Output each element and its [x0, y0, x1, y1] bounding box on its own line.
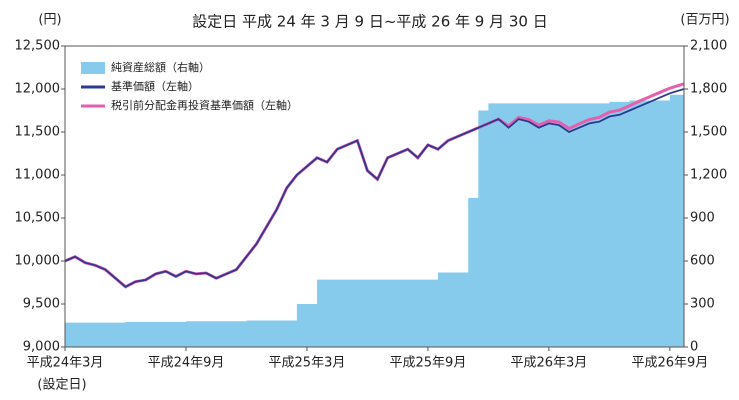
- y2-tick-label: 1,500: [690, 125, 727, 140]
- y2-tick-label: 1,800: [690, 82, 727, 97]
- area: [65, 93, 684, 347]
- plot-frame: [64, 45, 685, 348]
- y-tick-label: 10,500: [15, 211, 61, 226]
- y-tick-label: 9,500: [23, 297, 60, 312]
- y-tick-label: 11,500: [15, 125, 61, 140]
- x-tick-label: 平成24年9月: [148, 356, 225, 371]
- x-tick-label: 平成26年3月: [510, 356, 587, 371]
- x-tick-label: 平成24年3月: [27, 356, 104, 371]
- y-tick-label: 12,000: [15, 82, 61, 97]
- y-tick-label: 11,000: [15, 168, 61, 183]
- legend-label: 税引前分配金再投資基準価額（左軸）: [111, 98, 298, 112]
- y2-tick-label: 300: [690, 297, 715, 312]
- legend-label: 基準価額（左軸）: [111, 79, 199, 93]
- chart-title: 設定日 平成 24 年 3 月 9 日~平成 26 年 9 月 30 日: [192, 13, 547, 31]
- y-unit: (円): [38, 13, 61, 28]
- line: [64, 88, 685, 288]
- x-tick-label: 平成25年3月: [269, 356, 346, 371]
- y2-tick-label: 900: [690, 211, 715, 226]
- x-tick-label: 平成25年9月: [390, 356, 467, 371]
- y2-unit: (百万円): [680, 13, 729, 28]
- y2-tick-label: 1,200: [690, 168, 727, 183]
- legend-swatch: [81, 62, 105, 74]
- legend-label: 純資産総額（右軸）: [111, 60, 210, 74]
- y2-tick-label: 600: [690, 254, 715, 269]
- y-tick-label: 10,000: [15, 254, 61, 269]
- x-note: (設定日): [37, 377, 86, 393]
- legend-box: [75, 56, 330, 118]
- y2-tick-label: 2,100: [690, 39, 727, 54]
- y2-tick-label: 0: [690, 340, 698, 355]
- y-tick-label: 9,000: [23, 340, 60, 355]
- x-tick-label: 平成26年9月: [631, 356, 708, 371]
- y-tick-label: 12,500: [15, 39, 61, 54]
